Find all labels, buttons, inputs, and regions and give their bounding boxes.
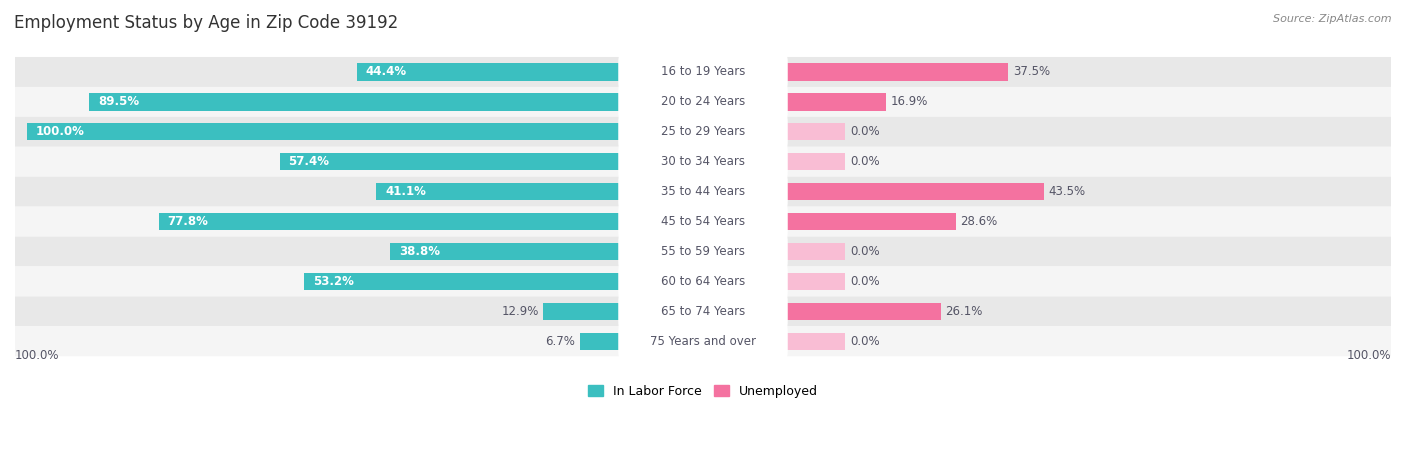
FancyBboxPatch shape [15, 87, 1391, 117]
Bar [786, 303, 941, 320]
Legend: In Labor Force, Unemployed: In Labor Force, Unemployed [583, 380, 823, 403]
Text: 35 to 44 Years: 35 to 44 Years [661, 185, 745, 198]
FancyBboxPatch shape [619, 234, 787, 269]
Bar [786, 123, 845, 140]
FancyBboxPatch shape [15, 266, 1391, 297]
Text: 89.5%: 89.5% [98, 95, 139, 108]
FancyBboxPatch shape [619, 174, 787, 209]
Text: 28.6%: 28.6% [960, 215, 998, 228]
Text: 65 to 74 Years: 65 to 74 Years [661, 305, 745, 318]
FancyBboxPatch shape [15, 117, 1391, 147]
Bar [786, 183, 1045, 200]
Text: 0.0%: 0.0% [851, 275, 880, 288]
Text: 41.1%: 41.1% [385, 185, 426, 198]
Text: 60 to 64 Years: 60 to 64 Years [661, 275, 745, 288]
FancyBboxPatch shape [15, 237, 1391, 266]
Text: 77.8%: 77.8% [167, 215, 208, 228]
Text: 43.5%: 43.5% [1049, 185, 1085, 198]
Text: 25 to 29 Years: 25 to 29 Years [661, 125, 745, 138]
FancyBboxPatch shape [619, 294, 787, 329]
FancyBboxPatch shape [619, 324, 787, 359]
Text: 57.4%: 57.4% [288, 155, 329, 168]
Text: 20 to 24 Years: 20 to 24 Years [661, 95, 745, 108]
FancyBboxPatch shape [619, 144, 787, 179]
Text: 0.0%: 0.0% [851, 125, 880, 138]
Bar [305, 273, 620, 290]
Bar [786, 93, 886, 111]
FancyBboxPatch shape [619, 264, 787, 299]
Text: 26.1%: 26.1% [946, 305, 983, 318]
Bar [159, 213, 620, 230]
Bar [581, 333, 620, 350]
Text: 0.0%: 0.0% [851, 335, 880, 348]
Bar [786, 273, 845, 290]
Text: Employment Status by Age in Zip Code 39192: Employment Status by Age in Zip Code 391… [14, 14, 398, 32]
Text: 100.0%: 100.0% [1347, 349, 1391, 362]
FancyBboxPatch shape [15, 326, 1391, 356]
Bar [786, 63, 1008, 81]
FancyBboxPatch shape [619, 85, 787, 119]
Bar [377, 183, 620, 200]
Text: 0.0%: 0.0% [851, 245, 880, 258]
Bar [786, 213, 956, 230]
Text: 12.9%: 12.9% [502, 305, 538, 318]
Text: Source: ZipAtlas.com: Source: ZipAtlas.com [1274, 14, 1392, 23]
FancyBboxPatch shape [15, 207, 1391, 237]
Bar [786, 243, 845, 260]
Text: 0.0%: 0.0% [851, 155, 880, 168]
Bar [280, 153, 620, 171]
Bar [89, 93, 620, 111]
FancyBboxPatch shape [15, 297, 1391, 326]
Bar [786, 333, 845, 350]
FancyBboxPatch shape [619, 204, 787, 239]
Text: 75 Years and over: 75 Years and over [650, 335, 756, 348]
Text: 44.4%: 44.4% [366, 65, 406, 78]
FancyBboxPatch shape [15, 57, 1391, 87]
Text: 6.7%: 6.7% [546, 335, 575, 348]
Bar [389, 243, 620, 260]
Text: 30 to 34 Years: 30 to 34 Years [661, 155, 745, 168]
FancyBboxPatch shape [15, 177, 1391, 207]
FancyBboxPatch shape [619, 54, 787, 89]
FancyBboxPatch shape [619, 114, 787, 149]
Text: 38.8%: 38.8% [399, 245, 440, 258]
Bar [544, 303, 620, 320]
Bar [27, 123, 620, 140]
Text: 100.0%: 100.0% [35, 125, 84, 138]
Text: 55 to 59 Years: 55 to 59 Years [661, 245, 745, 258]
Text: 45 to 54 Years: 45 to 54 Years [661, 215, 745, 228]
FancyBboxPatch shape [15, 147, 1391, 177]
Text: 53.2%: 53.2% [314, 275, 354, 288]
Bar [786, 153, 845, 171]
Text: 100.0%: 100.0% [15, 349, 59, 362]
Text: 16 to 19 Years: 16 to 19 Years [661, 65, 745, 78]
Text: 16.9%: 16.9% [891, 95, 928, 108]
Bar [357, 63, 620, 81]
Text: 37.5%: 37.5% [1014, 65, 1050, 78]
